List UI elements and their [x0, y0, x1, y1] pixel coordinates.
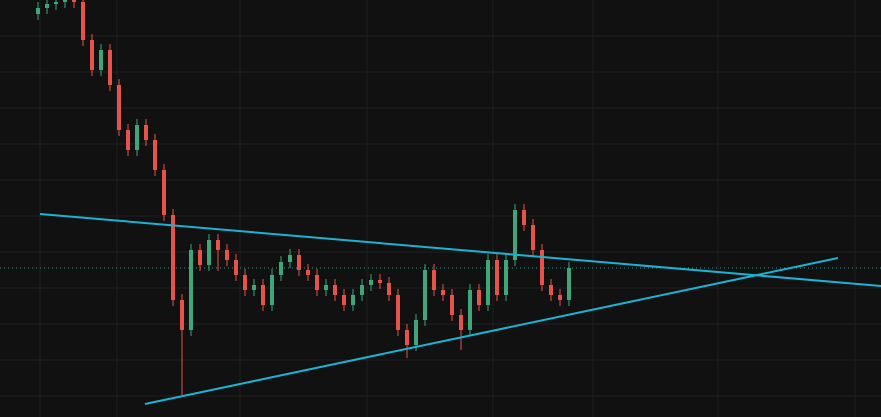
candle-body: [216, 240, 220, 250]
trendline: [144, 257, 839, 405]
candle-body: [198, 250, 202, 265]
candle-body: [531, 225, 535, 250]
candle-body: [243, 275, 247, 290]
candle-body: [432, 270, 436, 290]
candle-body: [72, 0, 76, 2]
candle-body: [135, 125, 139, 150]
candle-body: [378, 280, 382, 283]
candle-body: [153, 140, 157, 170]
candle-body: [387, 283, 391, 295]
candle-body: [207, 240, 211, 265]
candle-body: [252, 285, 256, 290]
candle-body: [126, 130, 130, 150]
candle-body: [45, 4, 49, 8]
candle-body: [99, 50, 103, 70]
candle-body: [162, 170, 166, 215]
candle-body: [36, 8, 40, 14]
candle-body: [63, 0, 67, 2]
candle-body: [468, 290, 472, 330]
candle-body: [414, 320, 418, 345]
candle-body: [486, 260, 490, 305]
trendline: [39, 213, 881, 287]
candle-body: [234, 260, 238, 275]
candle-body: [369, 280, 373, 285]
candle-body: [144, 125, 148, 140]
candle-body: [180, 300, 184, 330]
candle-body: [477, 290, 481, 305]
candle-body: [117, 85, 121, 130]
candle-body: [360, 285, 364, 295]
candle-body: [261, 285, 265, 305]
candle-body: [315, 275, 319, 290]
candle-body: [423, 270, 427, 320]
candle-body: [459, 315, 463, 330]
candle-body: [450, 295, 454, 315]
candle-body: [270, 275, 274, 305]
candle-body: [324, 285, 328, 290]
candle-body: [108, 50, 112, 85]
candle-body: [90, 40, 94, 70]
candle-body: [522, 210, 526, 225]
candle-body: [81, 2, 85, 40]
candle-body: [567, 268, 571, 300]
candle-body: [495, 260, 499, 295]
candle-body: [351, 295, 355, 305]
candle-body: [333, 285, 337, 295]
candle-body: [504, 260, 508, 295]
candle-body: [297, 255, 301, 270]
candle-body: [396, 295, 400, 330]
candle-body: [171, 215, 175, 300]
candle-body: [549, 285, 553, 295]
candle-body: [225, 250, 229, 260]
candle-body: [306, 270, 310, 275]
candle-body: [558, 295, 562, 300]
candle-body: [342, 295, 346, 305]
candle-body: [54, 2, 58, 4]
candle-body: [279, 262, 283, 275]
candle-body: [441, 290, 445, 295]
candle-body: [189, 250, 193, 330]
candle-body: [540, 250, 544, 285]
candle-body: [288, 255, 292, 262]
candle-body: [513, 210, 517, 260]
candle-body: [405, 330, 409, 345]
